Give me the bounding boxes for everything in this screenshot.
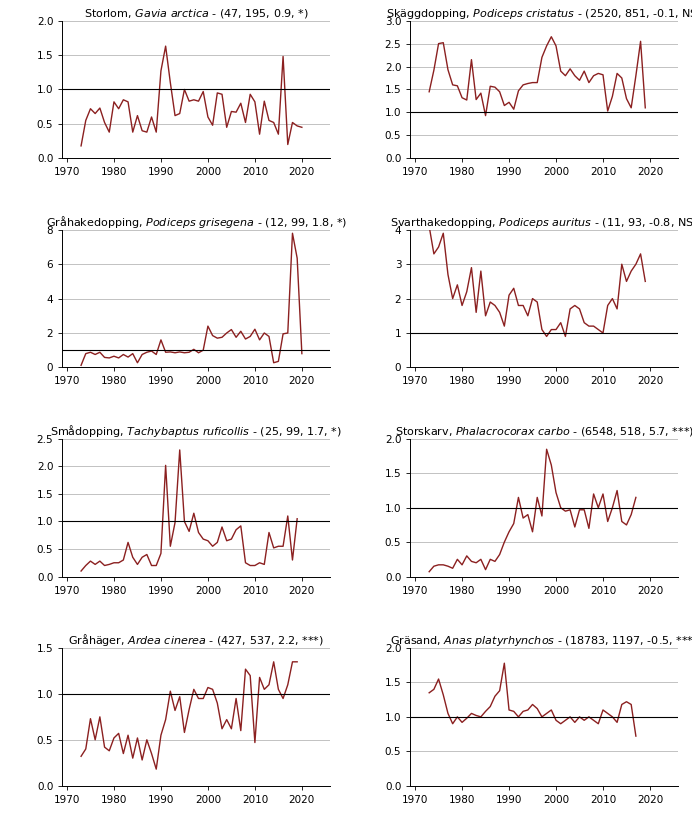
Title: Svarthakedopping, $\mathit{Podiceps\ auritus}$ - (11, 93, -0.8, NS): Svarthakedopping, $\mathit{Podiceps\ aur… [390,216,692,230]
Title: Gråhäger, $\mathit{Ardea\ cinerea}$ - (427, 537, 2.2, ***): Gråhäger, $\mathit{Ardea\ cinerea}$ - (4… [69,632,324,648]
Title: Skäggdopping, $\mathit{Podiceps\ cristatus}$ - (2520, 851, -0.1, NS): Skäggdopping, $\mathit{Podiceps\ cristat… [386,7,692,21]
Title: Smådopping, $\mathit{Tachybaptus\ ruficollis}$ - (25, 99, 1.7, *): Smådopping, $\mathit{Tachybaptus\ rufico… [51,423,342,439]
Title: Storlom, $\mathit{Gavia\ arctica}$ - (47, 195, 0.9, *): Storlom, $\mathit{Gavia\ arctica}$ - (47… [84,7,309,20]
Title: Gråhakedopping, $\mathit{Podiceps\ grisegena}$ - (12, 99, 1.8, *): Gråhakedopping, $\mathit{Podiceps\ grise… [46,213,347,230]
Title: Gräsand, $\mathit{Anas\ platyrhynchos}$ - (18783, 1197, -0.5, ***): Gräsand, $\mathit{Anas\ platyrhynchos}$ … [390,634,692,648]
Title: Storskarv, $\mathit{Phalacrocorax\ carbo}$ - (6548, 518, 5.7, ***): Storskarv, $\mathit{Phalacrocorax\ carbo… [394,425,692,438]
